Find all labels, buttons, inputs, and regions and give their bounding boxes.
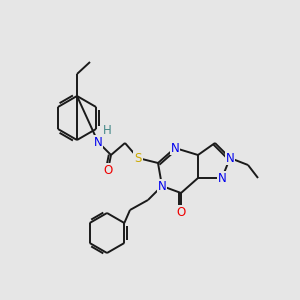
Text: O: O	[176, 206, 186, 218]
Text: N: N	[171, 142, 179, 154]
Text: N: N	[158, 179, 166, 193]
Text: O: O	[103, 164, 112, 176]
Text: S: S	[134, 152, 142, 164]
Text: N: N	[218, 172, 226, 184]
Text: N: N	[226, 152, 234, 164]
Text: H: H	[103, 124, 111, 136]
Text: N: N	[94, 136, 102, 148]
